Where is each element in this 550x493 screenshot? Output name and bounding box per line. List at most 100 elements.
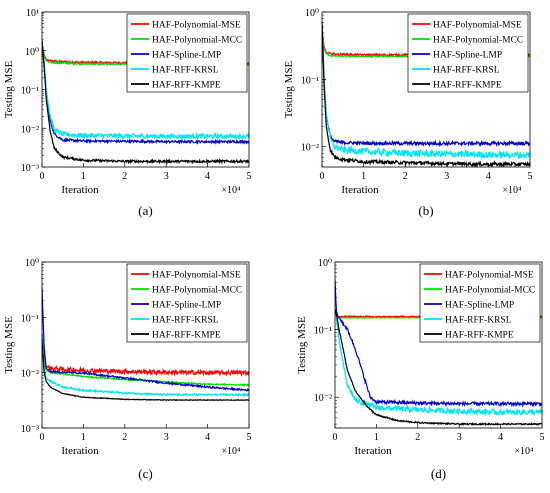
y-tick-label: 10⁻¹ [301, 75, 319, 86]
x-tick-label: 5 [540, 432, 545, 443]
x-tick-label: 5 [247, 432, 252, 443]
legend-entry: HAF-RFF-KRSL [433, 66, 500, 76]
x-tick-label: 2 [403, 171, 408, 182]
legend-entry: HAF-Polynomial-MCC [152, 36, 242, 46]
y-tick-label: 10⁻² [314, 393, 332, 404]
panel-label: (c) [138, 466, 152, 481]
x-tick-label: 0 [333, 432, 338, 443]
y-tick-label: 10¹ [26, 8, 39, 19]
legend: HAF-Polynomial-MSE HAF-Polynomial-MCC HAF-… [419, 263, 541, 343]
chart-panel-1: 0 1 2 3 4 5 10⁻³ 10⁻² 10⁻¹ 10⁰ 10¹ Iteration Testing… [3, 8, 252, 218]
legend-entry: HAF-RFF-KMPE [152, 81, 221, 91]
legend-entry: HAF-Polynomial-MSE [152, 21, 241, 31]
y-tick-label: 10⁻² [21, 124, 39, 135]
y-tick-label: 10⁻³ [21, 163, 39, 174]
legend-entry: HAF-Polynomial-MSE [445, 271, 534, 281]
panel-label: (b) [418, 203, 433, 218]
legend-entry: HAF-RFF-KMPE [433, 81, 502, 91]
y-tick-label: 10⁻³ [21, 424, 39, 435]
legend-entry: HAF-Polynomial-MCC [433, 36, 523, 46]
x-tick-label: 2 [122, 432, 127, 443]
legend-entry: HAF-Spline-LMP [433, 51, 502, 61]
x-tick-label: 2 [415, 432, 420, 443]
x-tick-label: 4 [205, 432, 210, 443]
legend-entry: HAF-Polynomial-MSE [433, 21, 522, 31]
legend-box [419, 263, 541, 343]
legend: HAF-Polynomial-MSE HAF-Polynomial-MCC HAF-… [126, 263, 248, 343]
x-tick-label: 1 [81, 171, 86, 182]
series-line-haf-rff-krsl [42, 40, 249, 141]
axes-box [41, 261, 250, 429]
y-axis-label: Testing MSE [283, 60, 295, 118]
x-tick-label: 3 [164, 432, 169, 443]
x-multiplier-label: ×10⁴ [514, 446, 534, 457]
x-multiplier-label: ×10⁴ [221, 446, 241, 457]
y-tick-label: 10⁰ [25, 47, 39, 58]
legend: HAF-Polynomial-MSE HAF-Polynomial-MCC HAF-… [126, 13, 248, 93]
y-axis-label: Testing MSE [3, 316, 15, 374]
y-tick-label: 10⁻¹ [21, 313, 39, 324]
legend-entry: HAF-RFF-KRSL [152, 316, 219, 326]
series-line-haf-spline-lmp [335, 279, 542, 408]
x-tick-label: 0 [320, 171, 325, 182]
y-tick-label: 10⁰ [305, 8, 319, 19]
legend-entry: HAF-Spline-LMP [445, 301, 514, 311]
x-tick-label: 5 [247, 171, 252, 182]
legend-entry: HAF-Polynomial-MSE [152, 271, 241, 281]
legend-entry: HAF-Polynomial-MCC [152, 286, 242, 296]
legend-entry: HAF-Polynomial-MCC [445, 286, 535, 296]
legend-entry: HAF-RFF-KMPE [152, 331, 221, 341]
y-tick-label: 10⁰ [318, 258, 332, 269]
series-line-haf-polynomial-mse [42, 333, 249, 378]
x-multiplier-label: ×10⁴ [502, 185, 522, 196]
x-tick-label: 5 [528, 171, 533, 182]
legend-box [126, 263, 248, 343]
legend-entry: HAF-Spline-LMP [152, 301, 221, 311]
chart-panel-4: 0 1 2 3 4 5 10⁻² 10⁻¹ 10⁰ Iteration Testing MSE ×10… [296, 258, 545, 481]
series-line-haf-rff-krsl [322, 22, 530, 160]
y-tick-label: 10⁻¹ [314, 326, 332, 337]
chart-panel-2: 0 1 2 3 4 5 10⁻² 10⁻¹ 10⁰ Iteration Testing MSE ×10… [283, 8, 533, 218]
x-tick-label: 1 [374, 432, 379, 443]
series-line-haf-spline-lmp [42, 286, 249, 392]
x-multiplier-label: ×10⁴ [221, 185, 241, 196]
panel-label: (d) [431, 466, 446, 481]
x-tick-label: 3 [457, 432, 462, 443]
axes-box [321, 11, 531, 168]
x-axis-label: Iteration [61, 184, 99, 196]
y-axis-label: Testing MSE [296, 316, 308, 374]
x-axis-label: Iteration [61, 445, 99, 457]
y-tick-label: 10⁻² [301, 143, 319, 154]
x-tick-label: 4 [486, 171, 491, 182]
series-lines [42, 286, 249, 402]
x-tick-label: 4 [205, 171, 210, 182]
series-line-haf-rff-kmpe [335, 309, 542, 427]
x-tick-label: 0 [40, 432, 45, 443]
chart-panel-3: 0 1 2 3 4 5 10⁻³ 10⁻² 10⁻¹ 10⁰ Iteration Testing MS… [3, 258, 252, 481]
y-tick-label: 10⁻¹ [21, 86, 39, 97]
legend: HAF-Polynomial-MSE HAF-Polynomial-MCC HAF-… [407, 13, 529, 93]
x-tick-label: 4 [498, 432, 503, 443]
legend-entry: HAF-RFF-KRSL [152, 66, 219, 76]
x-tick-label: 0 [40, 171, 45, 182]
series-line-haf-rff-krsl [42, 334, 249, 398]
series-line-haf-spline-lmp [42, 40, 249, 146]
series-line-haf-rff-kmpe [322, 22, 530, 167]
x-tick-label: 3 [444, 171, 449, 182]
series-line-haf-rff-kmpe [42, 40, 249, 165]
panel-label: (a) [138, 203, 152, 218]
legend-entry: HAF-Spline-LMP [152, 51, 221, 61]
axes-box [334, 261, 543, 429]
series-line-haf-spline-lmp [322, 22, 530, 148]
x-axis-label: Iteration [354, 445, 392, 457]
legend-box [126, 13, 248, 93]
legend-entry: HAF-RFF-KRSL [445, 316, 512, 326]
x-tick-label: 3 [164, 171, 169, 182]
x-tick-label: 1 [81, 432, 86, 443]
series-line-haf-rff-kmpe [42, 339, 249, 402]
x-tick-label: 1 [361, 171, 366, 182]
x-tick-label: 2 [122, 171, 127, 182]
y-tick-label: 10⁰ [25, 258, 39, 269]
legend-box [407, 13, 529, 93]
